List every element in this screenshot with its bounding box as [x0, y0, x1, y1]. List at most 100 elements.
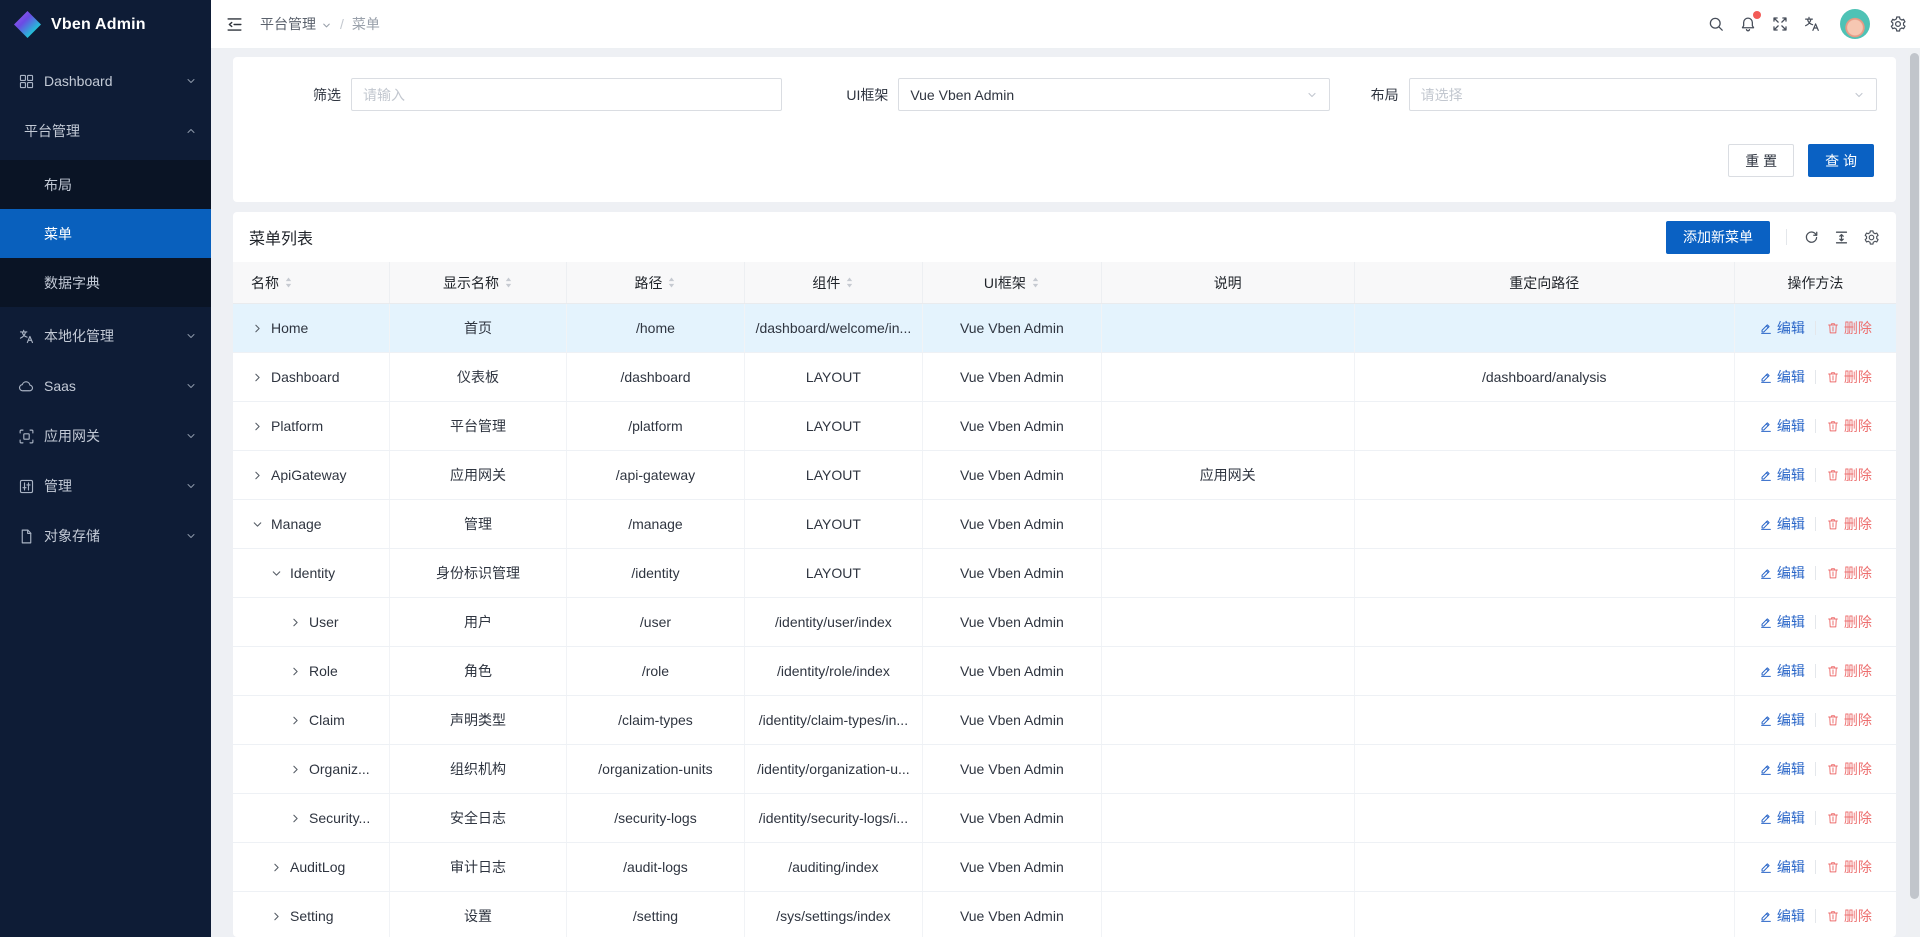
- pencil-icon: [1759, 762, 1773, 776]
- pencil-icon: [1759, 321, 1773, 335]
- action-divider: [1814, 713, 1816, 727]
- row-display-name: 声明类型: [388, 695, 567, 745]
- row-name: Identity: [290, 565, 336, 581]
- sidebar-item-oss[interactable]: 对象存储: [0, 515, 211, 557]
- sidebar-item-manage[interactable]: 管理: [0, 465, 211, 507]
- column-header-0[interactable]: 名称: [233, 262, 390, 304]
- edit-button[interactable]: 编辑: [1759, 367, 1805, 387]
- edit-button[interactable]: 编辑: [1759, 661, 1805, 681]
- edit-button[interactable]: 编辑: [1759, 563, 1805, 583]
- edit-button[interactable]: 编辑: [1759, 808, 1805, 828]
- column-label: 说明: [1213, 274, 1242, 291]
- row-description: [1100, 597, 1355, 647]
- edit-button[interactable]: 编辑: [1759, 906, 1805, 926]
- column-header-5: 说明: [1100, 262, 1355, 304]
- reset-button[interactable]: 重 置: [1728, 144, 1795, 177]
- delete-button[interactable]: 删除: [1826, 759, 1872, 779]
- delete-button[interactable]: 删除: [1826, 906, 1872, 926]
- action-divider: [1814, 860, 1816, 874]
- delete-button[interactable]: 删除: [1826, 318, 1872, 338]
- row-expand-icon[interactable]: [251, 322, 264, 335]
- row-collapse-icon[interactable]: [270, 567, 283, 580]
- column-label: UI框架: [983, 274, 1026, 291]
- delete-button[interactable]: 删除: [1826, 857, 1872, 877]
- notification-bell-icon[interactable]: [1739, 11, 1761, 33]
- row-ui-framework: Vue Vben Admin: [922, 401, 1102, 451]
- delete-button[interactable]: 删除: [1826, 563, 1872, 583]
- table-settings-gear-icon[interactable]: [1863, 229, 1880, 246]
- edit-button[interactable]: 编辑: [1759, 759, 1805, 779]
- scrollbar-thumb[interactable]: [1910, 53, 1919, 899]
- row-expand-icon[interactable]: [289, 616, 302, 629]
- row-expand-icon[interactable]: [289, 714, 302, 727]
- column-header-1[interactable]: 显示名称: [388, 262, 567, 304]
- sidebar-item-dict[interactable]: 数据字典: [0, 258, 211, 307]
- breadcrumb-parent[interactable]: 平台管理: [260, 16, 316, 32]
- user-avatar[interactable]: [1840, 9, 1870, 39]
- filter-name-input[interactable]: [351, 78, 783, 111]
- layout-select[interactable]: 请选择: [1408, 78, 1877, 111]
- query-button[interactable]: 查 询: [1808, 144, 1874, 177]
- edit-button[interactable]: 编辑: [1759, 857, 1805, 877]
- fullscreen-icon[interactable]: [1771, 15, 1789, 33]
- ui-framework-select[interactable]: Vue Vben Admin: [898, 78, 1330, 111]
- column-header-3[interactable]: 组件: [743, 262, 923, 304]
- delete-button[interactable]: 删除: [1826, 514, 1872, 534]
- sidebar-item-gateway[interactable]: 应用网关: [0, 415, 211, 457]
- settings-gear-icon[interactable]: [1889, 15, 1907, 33]
- row-height-icon[interactable]: [1833, 229, 1850, 246]
- sidebar-item-label: Saas: [44, 378, 76, 394]
- row-name: Platform: [271, 418, 324, 434]
- edit-button[interactable]: 编辑: [1759, 318, 1805, 338]
- column-header-4[interactable]: UI框架: [922, 262, 1102, 304]
- delete-button[interactable]: 删除: [1826, 367, 1872, 387]
- delete-button[interactable]: 删除: [1826, 465, 1872, 485]
- delete-button[interactable]: 删除: [1826, 710, 1872, 730]
- delete-button[interactable]: 删除: [1826, 661, 1872, 681]
- row-display-name: 应用网关: [388, 450, 567, 500]
- row-expand-icon[interactable]: [251, 420, 264, 433]
- row-collapse-icon[interactable]: [251, 518, 264, 531]
- row-redirect: [1353, 499, 1735, 549]
- row-ui-framework: Vue Vben Admin: [922, 597, 1102, 647]
- row-expand-icon[interactable]: [289, 665, 302, 678]
- action-divider: [1814, 419, 1816, 433]
- edit-button[interactable]: 编辑: [1759, 465, 1805, 485]
- row-expand-icon[interactable]: [270, 861, 283, 874]
- sidebar-item-menu[interactable]: 菜单: [0, 209, 211, 258]
- translate-icon[interactable]: [1803, 15, 1821, 33]
- row-expand-icon[interactable]: [289, 812, 302, 825]
- filter-actions: 重 置 查 询: [249, 144, 1877, 177]
- edit-button[interactable]: 编辑: [1759, 612, 1805, 632]
- row-expand-icon[interactable]: [251, 469, 264, 482]
- edit-button[interactable]: 编辑: [1759, 710, 1805, 730]
- sidebar-fold-icon[interactable]: [225, 15, 244, 34]
- delete-button[interactable]: 删除: [1826, 808, 1872, 828]
- sidebar-item-dashboard[interactable]: Dashboard: [0, 60, 211, 102]
- sidebar-item-layout[interactable]: 布局: [0, 160, 211, 209]
- search-icon[interactable]: [1707, 15, 1725, 33]
- row-path: /dashboard: [566, 352, 745, 402]
- row-display-name: 安全日志: [388, 793, 567, 843]
- breadcrumb-current[interactable]: 菜单: [351, 16, 380, 32]
- logo[interactable]: Vben Admin: [0, 0, 211, 49]
- edit-button[interactable]: 编辑: [1759, 514, 1805, 534]
- add-menu-button[interactable]: 添加新菜单: [1666, 220, 1770, 254]
- row-expand-icon[interactable]: [289, 763, 302, 776]
- row-expand-icon[interactable]: [251, 371, 264, 384]
- row-description: [1100, 695, 1355, 745]
- delete-button[interactable]: 删除: [1826, 416, 1872, 436]
- delete-button[interactable]: 删除: [1826, 612, 1872, 632]
- pencil-icon: [1759, 370, 1773, 384]
- action-divider: [1814, 566, 1816, 580]
- row-name: User: [309, 614, 339, 630]
- column-header-2[interactable]: 路径: [566, 262, 745, 304]
- sidebar-item-localization[interactable]: 本地化管理: [0, 315, 211, 357]
- edit-button[interactable]: 编辑: [1759, 416, 1805, 436]
- row-expand-icon[interactable]: [270, 910, 283, 923]
- chevron-down-icon: [185, 530, 197, 542]
- pencil-icon: [1759, 664, 1773, 678]
- refresh-icon[interactable]: [1803, 229, 1820, 246]
- sidebar-item-platform[interactable]: 平台管理: [0, 110, 211, 152]
- sidebar-item-saas[interactable]: Saas: [0, 365, 211, 407]
